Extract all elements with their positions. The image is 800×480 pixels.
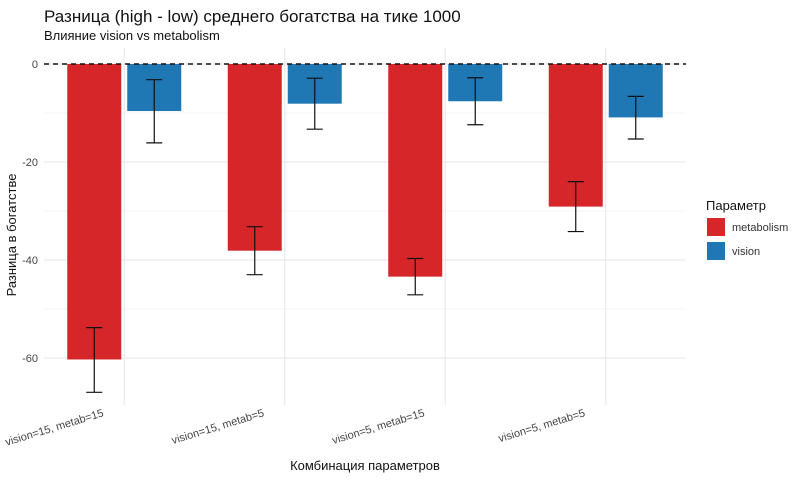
legend-swatch-vision <box>707 242 725 260</box>
y-tick-label: -20 <box>22 157 38 169</box>
x-axis-ticks: vision=15, metab=15 vision=15, metab=5 vis… <box>4 407 587 448</box>
y-axis-ticks: 0 -20 -40 -60 <box>22 59 38 365</box>
legend-label-metabolism: metabolism <box>732 222 788 234</box>
bar-metabolism <box>67 64 122 360</box>
y-tick-label: -40 <box>22 255 38 267</box>
y-tick-label: 0 <box>32 59 38 71</box>
x-tick-label: vision=15, metab=15 <box>4 407 105 448</box>
bars <box>67 64 663 360</box>
x-axis-title: Комбинация параметров <box>290 458 440 473</box>
bar-metabolism <box>227 64 282 251</box>
legend-title: Параметр <box>706 198 766 213</box>
x-tick-label: vision=15, metab=5 <box>170 407 265 447</box>
y-tick-label: -60 <box>22 353 38 365</box>
bar-metabolism <box>388 64 443 277</box>
y-axis-title: Разница в богатстве <box>4 174 19 297</box>
legend: Параметр metabolism vision <box>706 198 788 260</box>
legend-label-vision: vision <box>732 246 760 258</box>
legend-swatch-metabolism <box>707 218 725 236</box>
grid <box>44 48 686 405</box>
x-tick-label: vision=5, metab=5 <box>497 407 586 445</box>
error-bars <box>86 77 644 393</box>
chart-subtitle: Влияние vision vs metabolism <box>44 28 220 43</box>
x-tick-label: vision=5, metab=15 <box>331 407 426 447</box>
chart-title: Разница (high - low) среднего богатства … <box>44 7 461 26</box>
